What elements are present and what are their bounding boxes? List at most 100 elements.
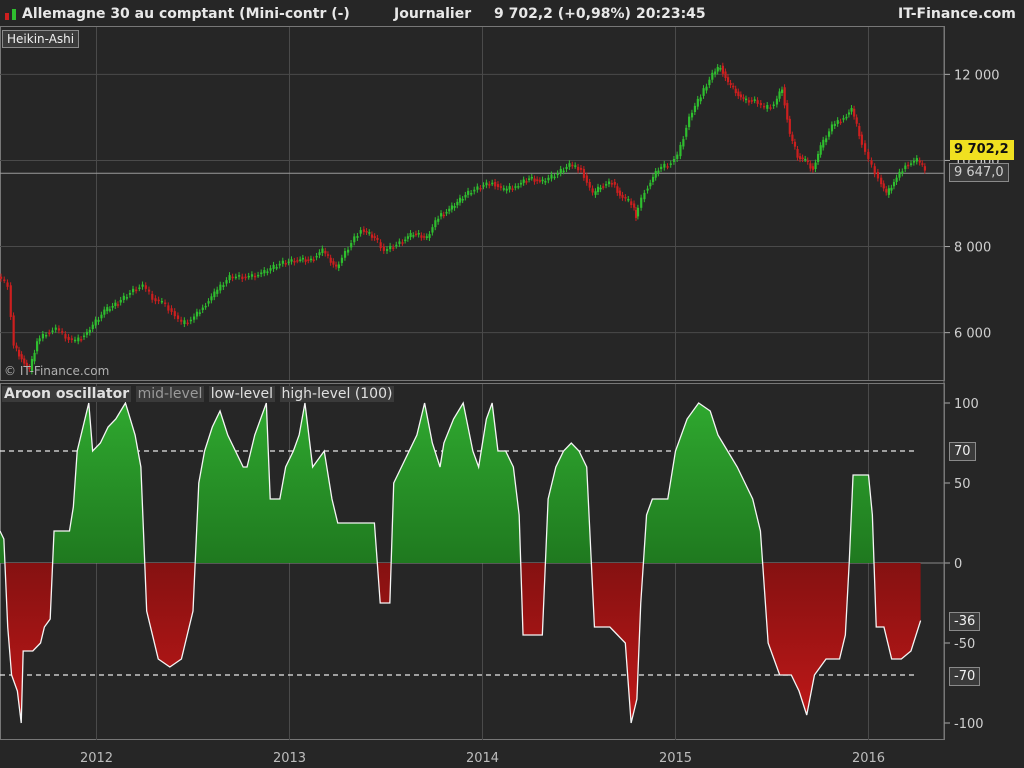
ha-candle: [499, 186, 503, 188]
ha-candle: [747, 100, 751, 103]
ha-candle: [368, 232, 371, 234]
ha-candle: [496, 184, 500, 188]
watermark: © IT-Finance.com: [4, 364, 110, 378]
ha-candle: [440, 213, 443, 217]
osc-y-tick-label: 50: [954, 477, 971, 492]
ha-candle: [91, 324, 94, 330]
ha-candle: [646, 188, 649, 191]
x-tick-label: 2012: [80, 751, 113, 766]
ha-candle: [643, 192, 646, 200]
ha-candle: [544, 181, 547, 183]
ha-candle: [918, 160, 921, 163]
ha-candle: [38, 338, 41, 342]
high-level-label[interactable]: high-level (100): [279, 386, 395, 402]
ha-candle: [885, 189, 888, 193]
ha-candle: [594, 191, 597, 195]
last-price-badge: 9 702,2: [950, 140, 1014, 160]
ha-candle: [284, 263, 287, 265]
ha-candle: [332, 261, 335, 265]
current-value-badge: -36: [949, 612, 981, 631]
ha-candle: [522, 179, 525, 183]
ha-candle: [562, 170, 565, 173]
ha-candle: [144, 285, 147, 289]
ha-candle: [682, 139, 685, 147]
ha-candle: [599, 187, 602, 190]
ha-candle: [519, 182, 523, 185]
ha-candle: [281, 260, 284, 264]
ha-candle: [128, 292, 132, 295]
ha-candle: [337, 264, 340, 269]
ha-candle: [213, 291, 216, 298]
ha-candle: [753, 99, 756, 101]
ha-candle: [73, 339, 77, 342]
ha-candle: [189, 319, 192, 322]
price-series: [0, 62, 927, 375]
ha-candle: [456, 201, 459, 206]
ha-candle: [485, 182, 488, 186]
ha-candle: [616, 186, 619, 193]
ha-candle: [880, 177, 883, 185]
ha-candle: [853, 108, 856, 117]
osc-zero-label: 0: [954, 557, 962, 572]
ha-candle: [157, 299, 160, 302]
ha-candle: [204, 305, 207, 308]
ha-candle: [382, 246, 385, 251]
ha-candle: [547, 177, 550, 181]
ha-candle: [301, 257, 305, 260]
ha-candle: [445, 212, 448, 214]
ha-candle: [719, 68, 722, 70]
ha-candle: [398, 241, 401, 244]
ha-candle: [651, 176, 655, 182]
chart-style-label[interactable]: Heikin-Ashi: [2, 30, 80, 48]
ha-candle: [873, 166, 876, 175]
price-panel-frame: [0, 26, 945, 381]
ha-candle: [266, 271, 269, 273]
ha-candle: [833, 123, 836, 127]
mid-level-label[interactable]: mid-level: [135, 386, 205, 402]
ha-candle: [676, 154, 679, 160]
ha-candle: [538, 180, 542, 182]
ha-candle: [711, 72, 714, 80]
ha-candle: [287, 261, 290, 264]
ha-candle: [299, 259, 302, 261]
period-label: Journalier: [394, 6, 472, 22]
ha-candle: [793, 141, 797, 147]
osc-y-tick-label: 100: [954, 397, 979, 412]
ha-candle: [365, 231, 368, 233]
ha-candle: [25, 362, 28, 367]
ha-candle: [116, 304, 120, 306]
ha-candle: [724, 71, 727, 78]
ha-candle: [607, 181, 611, 185]
ha-candle: [263, 270, 266, 274]
ha-candle: [618, 190, 622, 196]
ha-candle: [721, 65, 725, 74]
aroon-line: [0, 401, 922, 724]
ha-candle: [634, 209, 638, 218]
ha-candle: [605, 184, 608, 186]
ha-candle: [234, 276, 238, 279]
ha-candle: [762, 105, 766, 108]
ha-candle: [734, 88, 737, 94]
ha-candle: [61, 331, 64, 333]
ha-candle: [850, 108, 853, 112]
aroon-series: [0, 401, 922, 724]
ha-candle: [160, 300, 164, 303]
brand-label: IT-Finance.com: [898, 6, 1016, 22]
indicator-name[interactable]: Aroon oscillator: [2, 386, 132, 402]
ha-candle: [649, 182, 652, 187]
ha-candle: [406, 236, 410, 239]
ha-candle: [48, 332, 51, 335]
ha-candle: [88, 329, 91, 333]
ha-candle: [726, 77, 730, 83]
ha-candle: [553, 176, 556, 179]
ha-candle: [278, 263, 281, 266]
ha-candle: [654, 171, 657, 178]
ha-candle: [716, 67, 719, 72]
ha-candle: [666, 166, 669, 168]
ha-candle: [817, 153, 820, 162]
ha-candle: [207, 301, 210, 304]
low-level-label[interactable]: low-level: [208, 386, 276, 402]
ha-candle: [379, 242, 382, 249]
ha-candle: [241, 276, 244, 280]
